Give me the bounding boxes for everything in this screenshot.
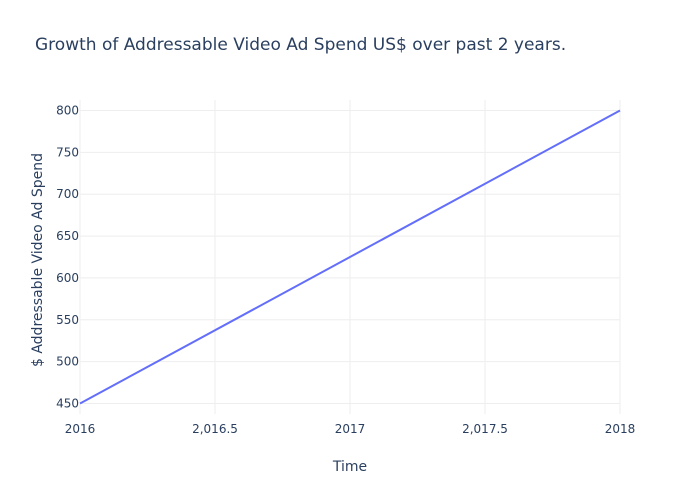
x-tick-label: 2,016.5 bbox=[192, 422, 238, 436]
y-tick-label: 450 bbox=[56, 397, 79, 411]
x-tick-label: 2016 bbox=[65, 422, 96, 436]
y-tick-label: 750 bbox=[56, 145, 79, 159]
x-axis-ticks: 2016 2,016.5 2017 2,017.5 2018 bbox=[65, 422, 636, 436]
chart-title: Growth of Addressable Video Ad Spend US$… bbox=[35, 35, 566, 55]
x-tick-label: 2018 bbox=[605, 422, 636, 436]
y-axis-title: $ Addressable Video Ad Spend bbox=[30, 153, 46, 367]
y-tick-label: 550 bbox=[56, 313, 79, 327]
x-tick-label: 2017 bbox=[335, 422, 366, 436]
y-tick-label: 700 bbox=[56, 187, 79, 201]
y-tick-label: 500 bbox=[56, 355, 79, 369]
x-tick-label: 2,017.5 bbox=[462, 422, 508, 436]
y-tick-label: 600 bbox=[56, 271, 79, 285]
series-layer bbox=[79, 109, 621, 405]
x-axis-title: Time bbox=[332, 459, 367, 475]
grid-layer bbox=[79, 100, 621, 414]
y-tick-label: 650 bbox=[56, 229, 79, 243]
y-tick-label: 800 bbox=[56, 103, 79, 117]
series-line bbox=[79, 109, 621, 405]
y-axis-ticks: 450 500 550 600 650 700 750 800 bbox=[56, 103, 79, 410]
